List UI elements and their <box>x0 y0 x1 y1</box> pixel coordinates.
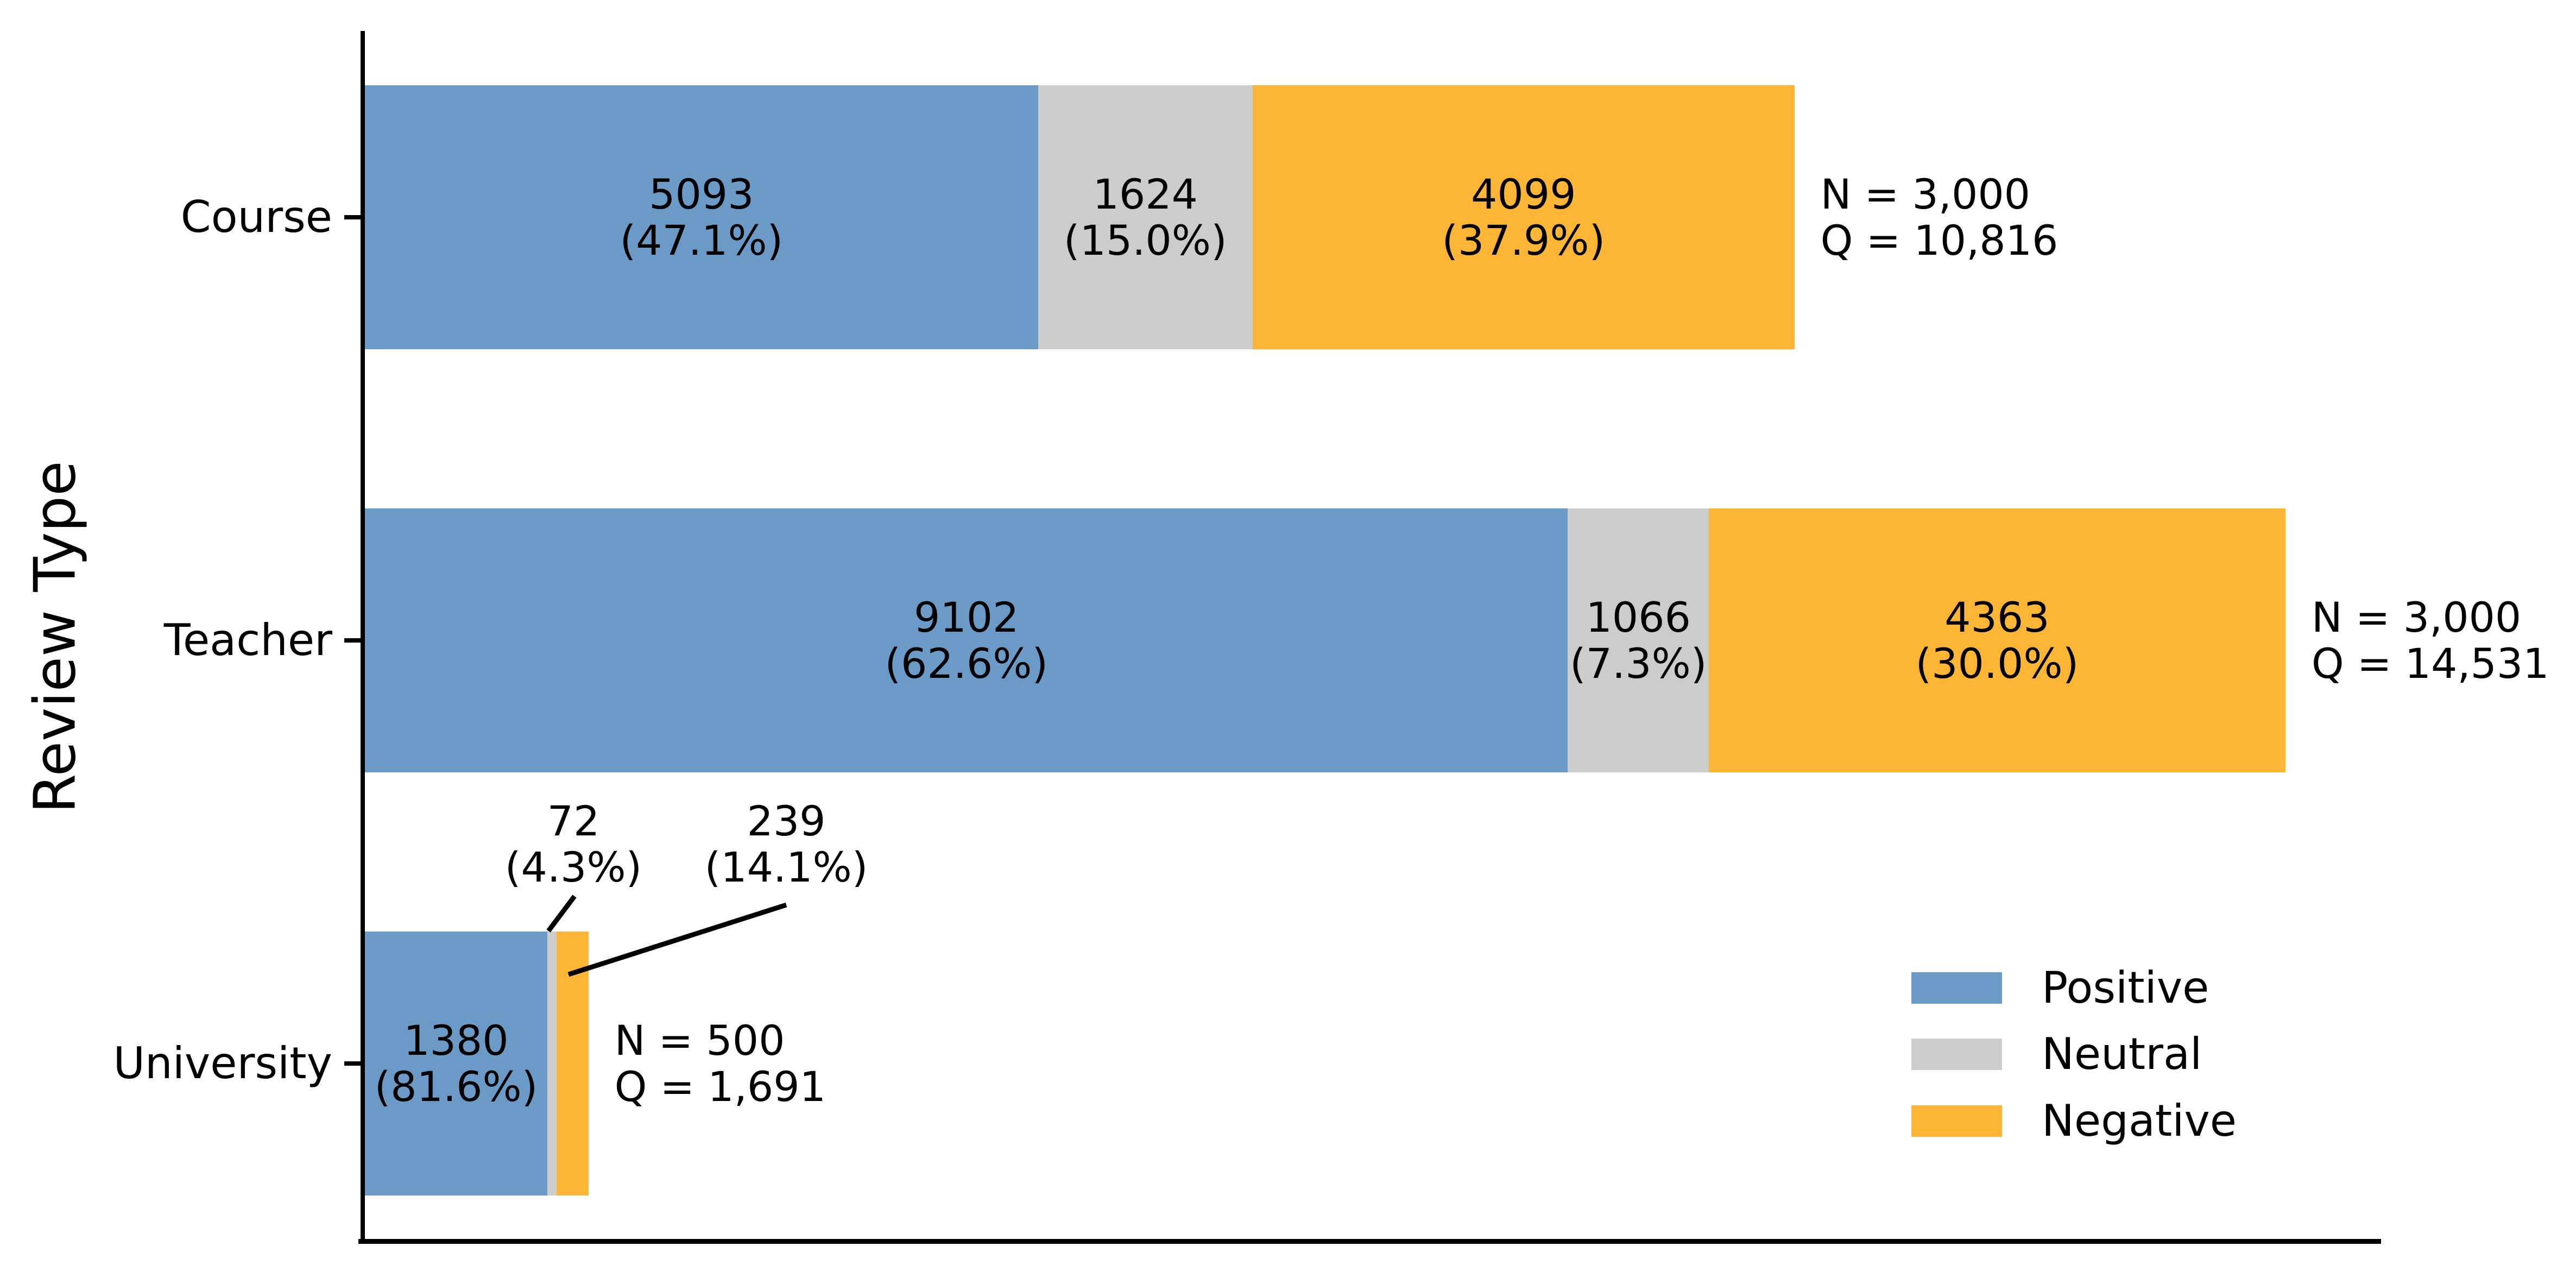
y-tick-mark <box>344 1061 361 1066</box>
legend-swatch-positive <box>1911 972 2002 1004</box>
segment-label-course-positive: 5093 (47.1%) <box>620 170 784 265</box>
bar-course-positive <box>365 85 1038 349</box>
y-tick-label-course: Course <box>180 192 332 242</box>
nq-annotation-university: N = 500 Q = 1,691 <box>614 1016 826 1111</box>
nq-annotation-course: N = 3,000 Q = 10,816 <box>1820 170 2059 265</box>
leader-line <box>546 895 577 933</box>
segment-label-university-positive: 1380 (81.6%) <box>374 1016 538 1111</box>
bar-course-negative <box>1252 85 1795 349</box>
bar-university-neutral <box>547 932 557 1196</box>
leader-line <box>567 902 787 977</box>
outside-label-university-neutral: 72 (4.3%) <box>504 797 642 891</box>
bar-teacher-positive <box>365 508 1568 772</box>
segment-label-course-negative: 4099 (37.9%) <box>1442 170 1606 265</box>
y-axis-spine <box>361 31 365 1244</box>
legend-swatch-neutral <box>1911 1039 2002 1070</box>
bar-university-positive <box>365 932 547 1196</box>
legend-label-neutral: Neutral <box>2042 1029 2202 1079</box>
bar-course-neutral <box>1038 85 1253 349</box>
segment-label-teacher-positive: 9102 (62.6%) <box>885 593 1049 688</box>
bar-teacher-negative <box>1708 508 2285 772</box>
nq-annotation-teacher: N = 3,000 Q = 14,531 <box>2311 593 2549 688</box>
segment-label-teacher-neutral: 1066 (7.3%) <box>1569 593 1707 688</box>
y-tick-mark <box>344 215 361 219</box>
outside-label-university-negative: 239 (14.1%) <box>704 797 868 891</box>
legend-label-negative: Negative <box>2042 1096 2237 1146</box>
legend-swatch-negative <box>1911 1105 2002 1137</box>
y-tick-label-university: University <box>113 1038 332 1088</box>
x-axis-spine <box>358 1239 2381 1244</box>
legend-label-positive: Positive <box>2042 962 2209 1013</box>
y-tick-mark <box>344 638 361 643</box>
bar-teacher-neutral <box>1568 508 1709 772</box>
segment-label-teacher-negative: 4363 (30.0%) <box>1915 593 2079 688</box>
y-tick-label-teacher: Teacher <box>163 615 332 665</box>
segment-label-course-neutral: 1624 (15.0%) <box>1063 170 1227 265</box>
